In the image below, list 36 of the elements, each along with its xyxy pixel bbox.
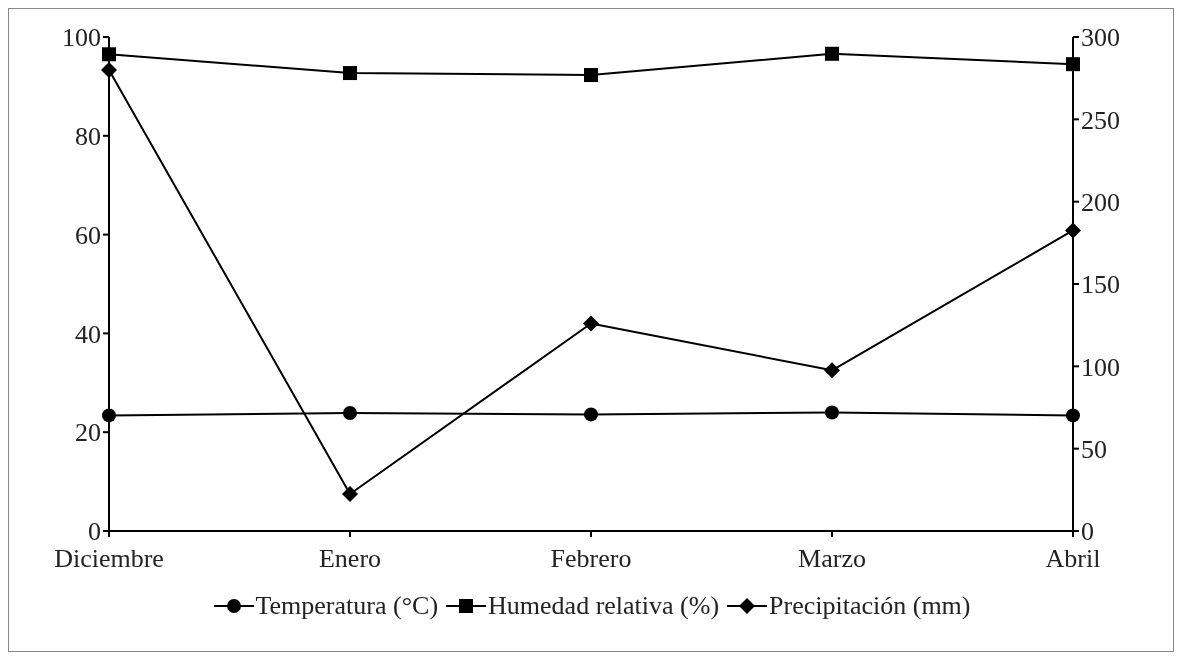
point <box>824 362 840 379</box>
point <box>825 46 839 61</box>
point <box>1066 408 1080 423</box>
y2-tick-label: 150 <box>1081 270 1120 300</box>
legend-label: Precipitación (mm) <box>769 591 971 621</box>
point <box>102 47 116 62</box>
x-tick-label: Enero <box>318 544 382 574</box>
y2-tick-label: 100 <box>1081 352 1120 382</box>
y2-tick-label: 0 <box>1081 517 1094 547</box>
point <box>1065 222 1081 239</box>
y2-tick-label: 300 <box>1081 23 1120 53</box>
x-tick-label: Abril <box>1045 544 1101 574</box>
point <box>584 68 598 83</box>
legend-label: Temperatura (°C) <box>255 591 439 621</box>
y-tick-label: 100 <box>62 23 101 53</box>
legend-label: Humedad relativa (%) <box>488 591 720 621</box>
y-tick-label: 80 <box>75 122 101 152</box>
x-tick-label: Marzo <box>798 544 866 574</box>
point <box>1066 57 1080 72</box>
point <box>102 408 116 423</box>
y2-tick-label: 200 <box>1081 187 1120 217</box>
point <box>342 485 358 502</box>
point <box>101 61 117 78</box>
point <box>583 315 599 332</box>
point <box>343 66 357 81</box>
y-tick-label: 20 <box>75 418 101 448</box>
y2-tick-label: 50 <box>1081 434 1107 464</box>
y-tick-label: 0 <box>88 517 101 547</box>
point <box>343 405 357 420</box>
point <box>584 407 598 422</box>
y2-tick-label: 250 <box>1081 105 1120 135</box>
x-tick-label: Diciembre <box>54 544 164 574</box>
point <box>825 405 839 420</box>
x-tick-label: Febrero <box>550 544 632 574</box>
y-tick-label: 60 <box>75 220 101 250</box>
y-tick-label: 40 <box>75 319 101 349</box>
